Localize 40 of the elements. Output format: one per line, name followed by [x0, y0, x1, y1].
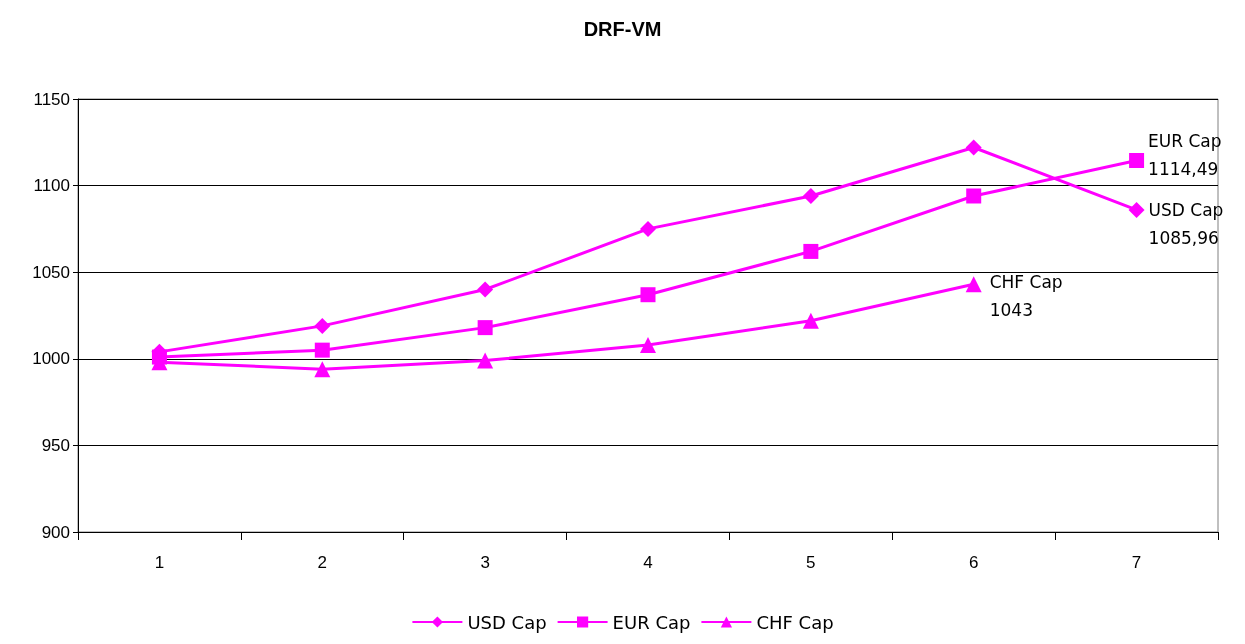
data-label: 1085,96: [1148, 227, 1219, 248]
y-tick-label: 900: [41, 522, 70, 542]
point: [965, 276, 982, 293]
x-tick-label: 4: [643, 553, 653, 572]
y-tick-label: 1100: [33, 176, 70, 196]
y-tick-label: 950: [41, 435, 70, 455]
y-tick-label: 1000: [32, 349, 70, 369]
point: [965, 139, 982, 156]
legend-label: CHF Cap: [756, 611, 834, 633]
text: CHF Cap: [989, 272, 1063, 293]
text: EUR Cap: [1148, 130, 1222, 151]
y-tick-label: 1050: [32, 262, 70, 282]
data-label: 1043: [989, 300, 1033, 321]
x-tick-label: 3: [480, 553, 490, 572]
legend-label: USD Cap: [467, 611, 547, 633]
point: [477, 352, 494, 369]
x-tick-label: 2: [317, 553, 328, 572]
y-tick-label: 1150: [33, 89, 70, 109]
point: [314, 361, 331, 378]
point: [477, 320, 493, 336]
point: [1129, 153, 1145, 168]
point: [640, 287, 656, 303]
point: [802, 187, 819, 204]
point: [314, 342, 330, 358]
point: [477, 281, 494, 298]
point: [803, 243, 819, 259]
text: USD Cap: [1148, 199, 1224, 220]
point: [802, 312, 819, 329]
data-label: 1114,49: [1148, 158, 1219, 179]
point: [640, 336, 656, 353]
x-tick-label: 5: [806, 553, 816, 572]
chart-title: DRF-VM: [583, 18, 662, 40]
point: [640, 220, 656, 237]
x-tick-label: 1: [154, 553, 165, 572]
point: [966, 188, 982, 204]
point: [1128, 201, 1145, 218]
x-tick-label: 6: [968, 553, 979, 572]
legend-label: EUR Cap: [612, 611, 691, 633]
x-tick-label: 7: [1131, 553, 1142, 572]
point: [314, 317, 331, 334]
